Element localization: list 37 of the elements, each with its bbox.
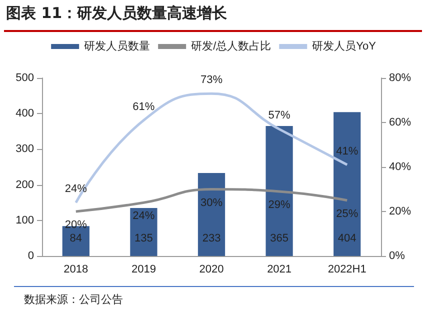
- y-tick-label: 100: [16, 214, 34, 226]
- data-label: 84: [70, 232, 82, 244]
- legend-label: 研发人员数量: [84, 40, 150, 52]
- y-tick-label: 500: [16, 72, 34, 84]
- x-tick-label: 2022H1: [328, 264, 366, 276]
- data-label: 404: [338, 232, 356, 244]
- data-label: 233: [202, 232, 221, 244]
- data-label: 73%: [200, 74, 223, 86]
- data-label: 61%: [132, 100, 155, 113]
- bar: [266, 126, 293, 256]
- data-label: 135: [134, 232, 153, 244]
- y-tick-label: 300: [16, 143, 34, 156]
- legend-label: 研发人员YoY: [312, 40, 377, 52]
- chart-title: 图表 11：研发人员数量高速增长: [6, 4, 228, 23]
- x-tick-label: 2021: [267, 264, 292, 276]
- y-tick-label: 0: [28, 250, 34, 262]
- data-label: 365: [270, 232, 288, 244]
- data-label: 57%: [268, 110, 291, 122]
- y2-tick-label: 80%: [389, 72, 412, 84]
- x-tick-label: 2018: [64, 264, 88, 276]
- y-tick-label: 400: [16, 108, 34, 120]
- data-label: 24%: [132, 210, 155, 222]
- bar: [334, 112, 361, 256]
- data-label: 29%: [268, 198, 291, 211]
- y2-tick-label: 20%: [389, 206, 412, 218]
- data-label: 41%: [336, 145, 358, 158]
- y-tick-label: 200: [16, 178, 34, 191]
- y2-tick-label: 60%: [389, 116, 412, 128]
- data-label: 30%: [200, 196, 223, 209]
- x-tick-label: 2019: [131, 264, 156, 276]
- data-label: 25%: [336, 208, 358, 220]
- y2-tick-label: 0%: [389, 250, 406, 262]
- y2-tick-label: 40%: [389, 161, 412, 173]
- source-note: 数据来源：公司公告: [24, 292, 123, 307]
- data-label: 24%: [64, 183, 88, 196]
- x-tick-label: 2020: [199, 264, 224, 276]
- legend-label: 研发/总人数占比: [191, 40, 272, 52]
